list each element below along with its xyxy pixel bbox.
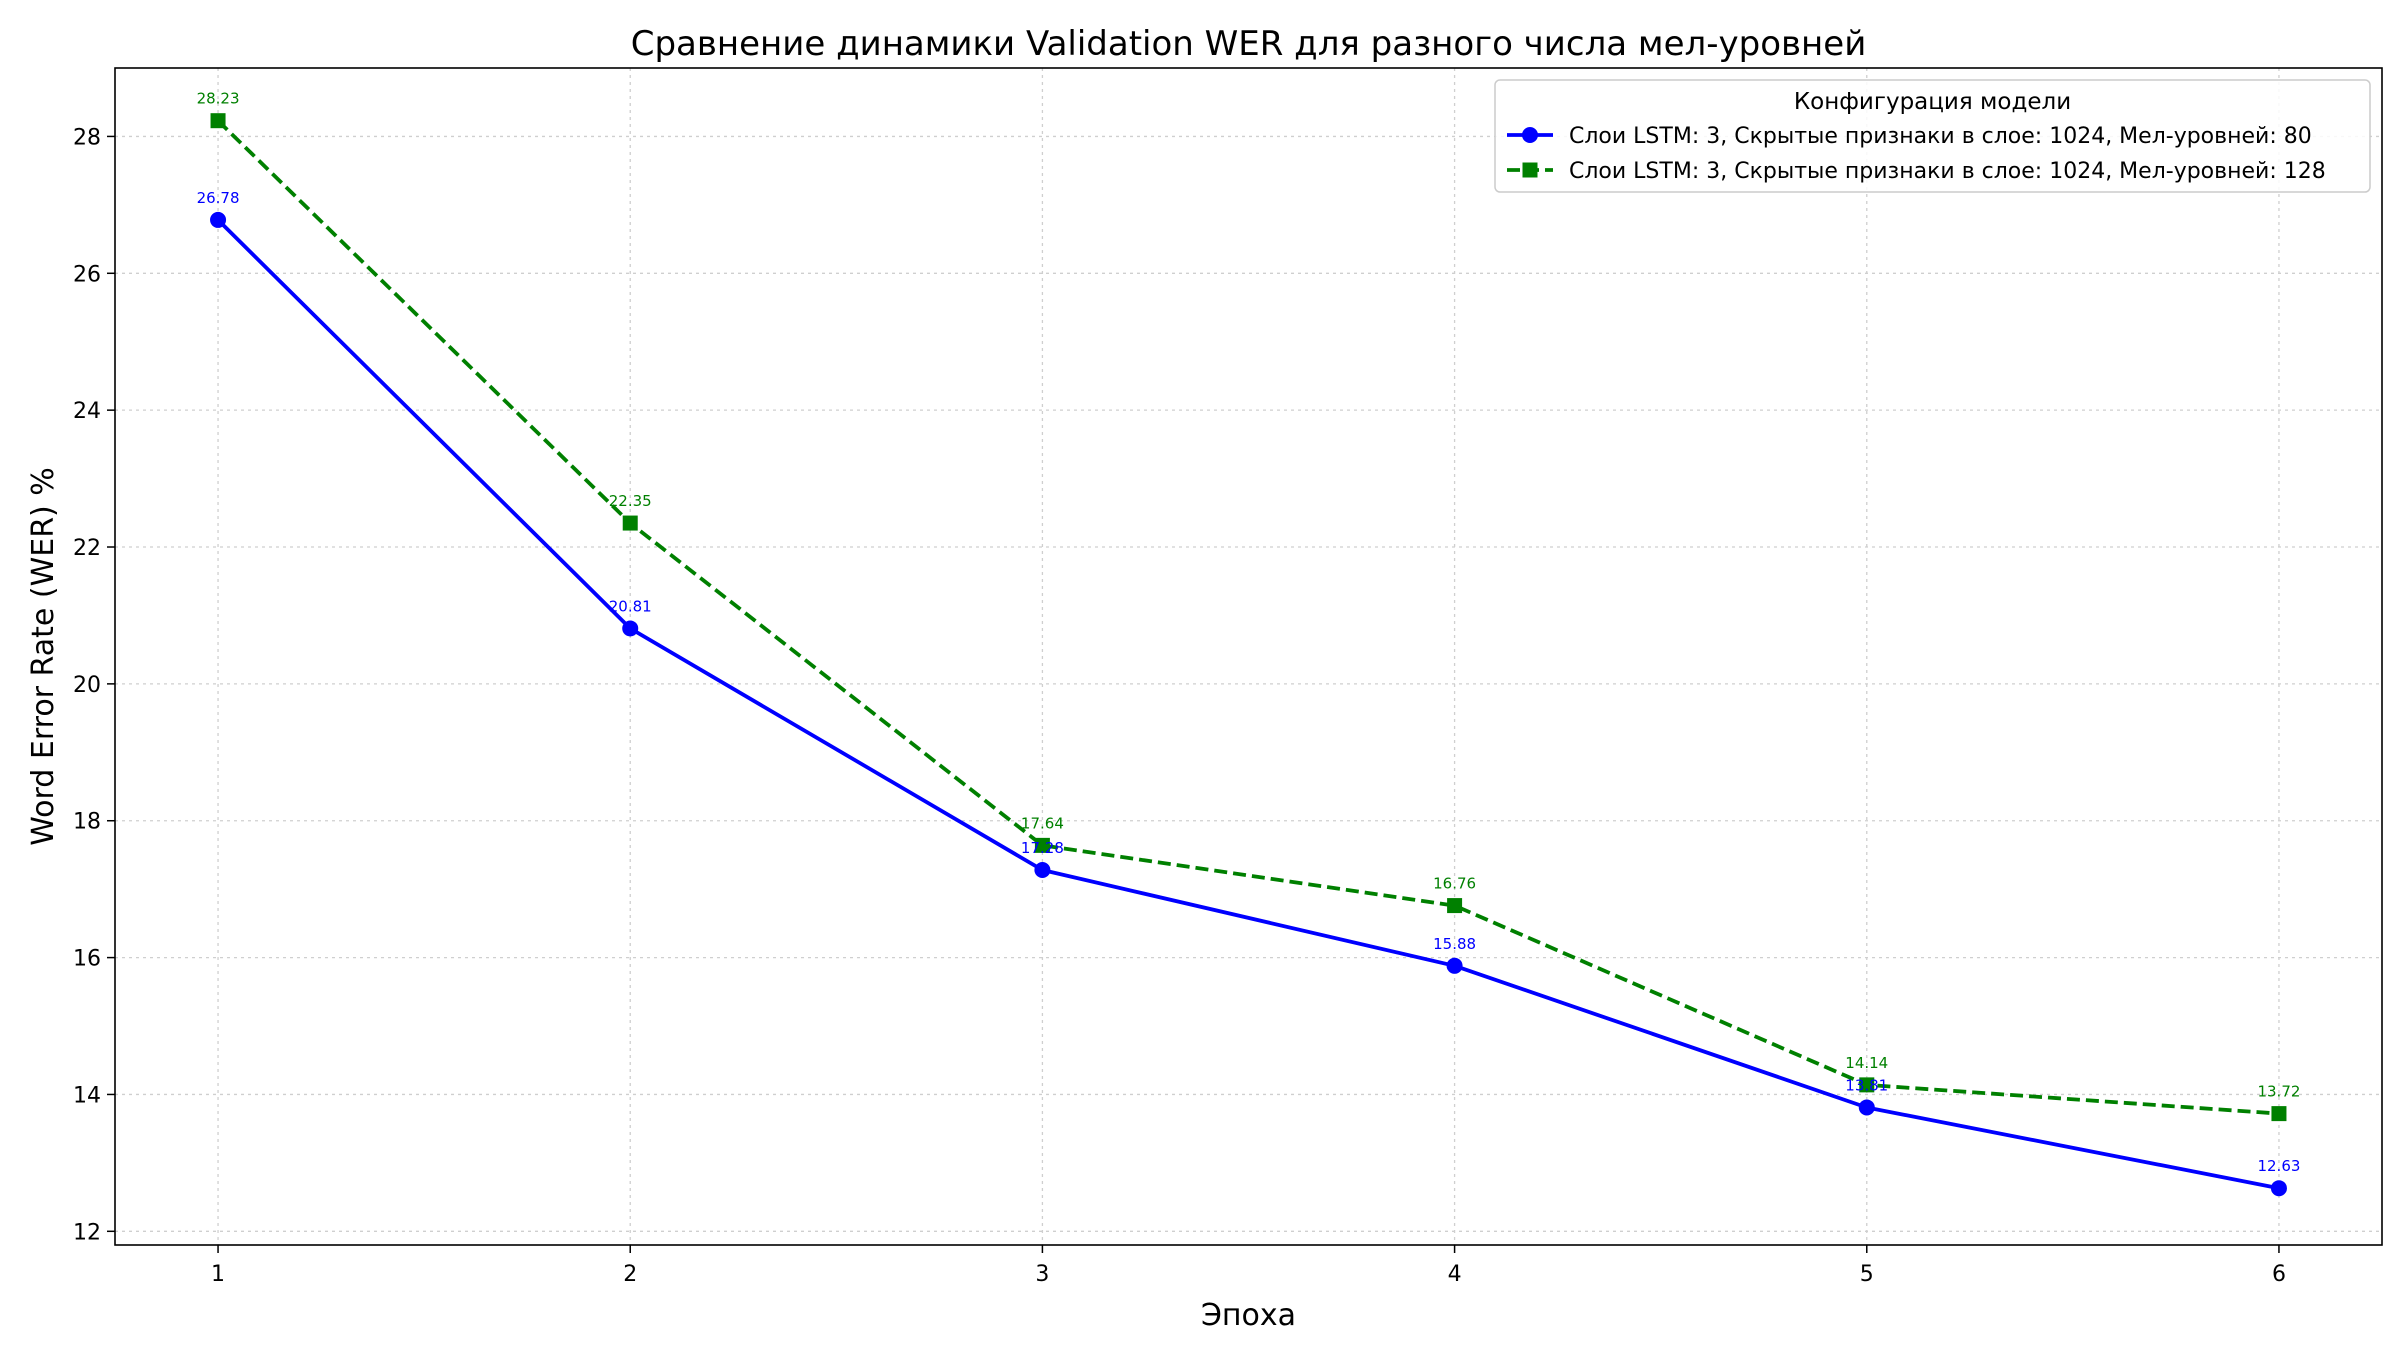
series-1-point: [2270, 1180, 2287, 1197]
series-1-data-label: 12.63: [2257, 1157, 2300, 1175]
y-tick-label: 24: [73, 399, 101, 424]
series-line-1: [216, 218, 2280, 1191]
series-1-point: [622, 620, 639, 637]
series-2-data-label: 13.72: [2257, 1083, 2300, 1101]
legend-label-2: Слои LSTM: 3, Скрытые признаки в слое: 1…: [1569, 159, 2326, 184]
y-tick-label: 12: [73, 1220, 101, 1245]
series-markers: [210, 113, 2287, 1197]
x-tick-label: 6: [2272, 1262, 2286, 1287]
y-tick-label: 14: [73, 1083, 101, 1108]
series-1-data-label: 20.81: [609, 597, 652, 615]
grid-lines: [115, 68, 2382, 1245]
y-tick-label: 22: [73, 536, 101, 561]
series-1-data-label: 13.81: [1845, 1076, 1888, 1094]
legend: Конфигурация модели Слои LSTM: 3, Скрыты…: [1494, 79, 2371, 193]
series-2-point: [622, 515, 638, 531]
y-axis-title: Word Error Rate (WER) %: [26, 467, 61, 846]
series-1-data-label: 17.28: [1021, 839, 1064, 857]
series-1-point: [210, 211, 227, 228]
x-tick-label: 2: [623, 1262, 637, 1287]
series-2-point: [1034, 837, 1050, 853]
x-axis-title: Эпоха: [1201, 1298, 1296, 1333]
series-1-point: [1858, 1099, 1875, 1116]
x-tick-label: 1: [211, 1262, 225, 1287]
plot-area-frame: [114, 67, 2383, 1246]
x-tick-label: 3: [1035, 1262, 1049, 1287]
legend-box: [1494, 79, 2371, 193]
series-2-point: [1447, 898, 1463, 914]
series-2-data-label: 14.14: [1845, 1054, 1888, 1072]
y-axis-ticks: 12 14 16 18 20 22 24 26 28: [73, 125, 115, 1245]
y-tick-label: 20: [73, 673, 101, 698]
legend-marker-2: [1522, 162, 1538, 178]
x-axis-ticks: 1 2 3 4 5 6: [211, 1245, 2286, 1287]
y-tick-label: 16: [73, 947, 101, 972]
legend-marker-1: [1522, 127, 1538, 143]
series-1-point: [1034, 862, 1051, 879]
legend-label-1: Слои LSTM: 3, Скрытые признаки в слое: 1…: [1569, 124, 2312, 149]
series-2-data-label: 22.35: [609, 492, 652, 510]
y-tick-label: 26: [73, 262, 101, 287]
data-labels: 26.78 20.81 17.28 15.88 13.81 12.63 28.23 22.35…: [197, 90, 2301, 1176]
series-lines: [216, 119, 2280, 1191]
series-1-point: [1446, 957, 1463, 974]
x-tick-label: 4: [1448, 1262, 1462, 1287]
series-1-data-label: 15.88: [1433, 935, 1476, 953]
legend-entries: Слои LSTM: 3, Скрытые признаки в слое: 1…: [1507, 124, 2326, 184]
y-tick-label: 18: [73, 810, 101, 835]
y-tick-label: 28: [73, 125, 101, 150]
series-2-point: [2271, 1106, 2287, 1122]
series-2-data-label: 28.23: [197, 90, 240, 108]
chart-title: Сравнение динамики Validation WER для ра…: [631, 24, 1867, 64]
series-2-data-label: 16.76: [1433, 875, 1476, 893]
series-2-point: [210, 113, 226, 129]
legend-title: Конфигурация модели: [1794, 89, 2071, 115]
x-tick-label: 5: [1860, 1262, 1874, 1287]
series-line-2: [216, 119, 2280, 1116]
series-2-point: [1859, 1077, 1875, 1093]
series-1-data-label: 26.78: [197, 189, 240, 207]
series-2-data-label: 17.64: [1021, 814, 1064, 832]
